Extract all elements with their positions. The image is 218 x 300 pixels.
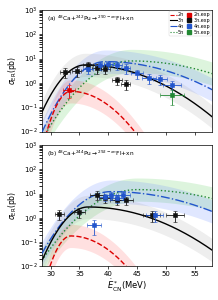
Text: (b) $^{48}$Ca+$^{244}$Pu$\rightarrow$$^{292-xn}$Fl+xn: (b) $^{48}$Ca+$^{244}$Pu$\rightarrow$$^{… — [47, 148, 134, 159]
X-axis label: $\dot{E}^*_{\rm CN}$(MeV): $\dot{E}^*_{\rm CN}$(MeV) — [107, 278, 147, 294]
Y-axis label: $\sigma_{\rm ER}$(pb): $\sigma_{\rm ER}$(pb) — [5, 56, 19, 85]
Legend: 2n, 3n, 4n, 5n, 2n.exp, 3n.exp, 4n.exp, 5n.exp: 2n, 3n, 4n, 5n, 2n.exp, 3n.exp, 4n.exp, … — [169, 11, 211, 36]
Y-axis label: $\sigma_{\rm ER}$(pb): $\sigma_{\rm ER}$(pb) — [5, 191, 19, 220]
Text: (a) $^{48}$Ca+$^{242}$Pu$\rightarrow$$^{290-xn}$Fl+xn: (a) $^{48}$Ca+$^{242}$Pu$\rightarrow$$^{… — [47, 14, 134, 24]
